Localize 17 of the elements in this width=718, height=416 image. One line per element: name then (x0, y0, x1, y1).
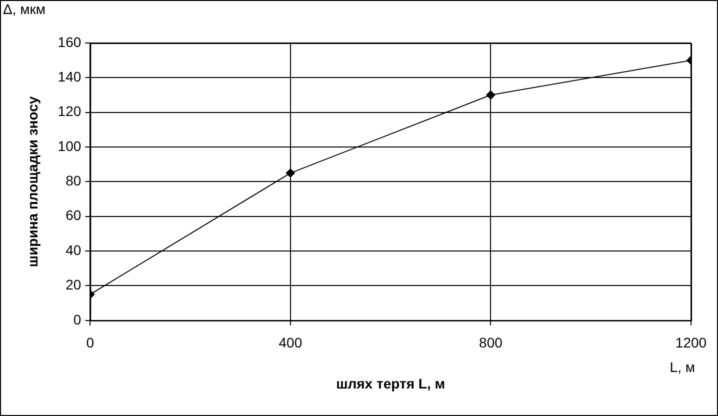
y-tick-label: 40 (66, 242, 82, 258)
y-tick-label: 60 (66, 207, 82, 224)
y-tick-label: 0 (73, 311, 82, 328)
x-tick-label: 0 (86, 334, 94, 351)
y-tick-label: 160 (58, 34, 82, 50)
y-tick-label: 20 (66, 276, 82, 293)
x-tick-label: 400 (278, 334, 302, 351)
x-tick-label: 800 (479, 334, 503, 351)
x-tick-label: 1200 (675, 334, 707, 351)
y-axis-title: ширина площадки зносу (24, 96, 40, 268)
text: Δ, мкм (3, 1, 46, 17)
x-axis-title: шлях тертя L, м (336, 375, 446, 392)
y-tick-label: 120 (58, 103, 82, 120)
y-tick-label: 140 (58, 68, 82, 85)
text: L, м (670, 359, 695, 375)
y-tick-label: 80 (66, 172, 82, 189)
y-tick-label: 100 (58, 138, 82, 154)
